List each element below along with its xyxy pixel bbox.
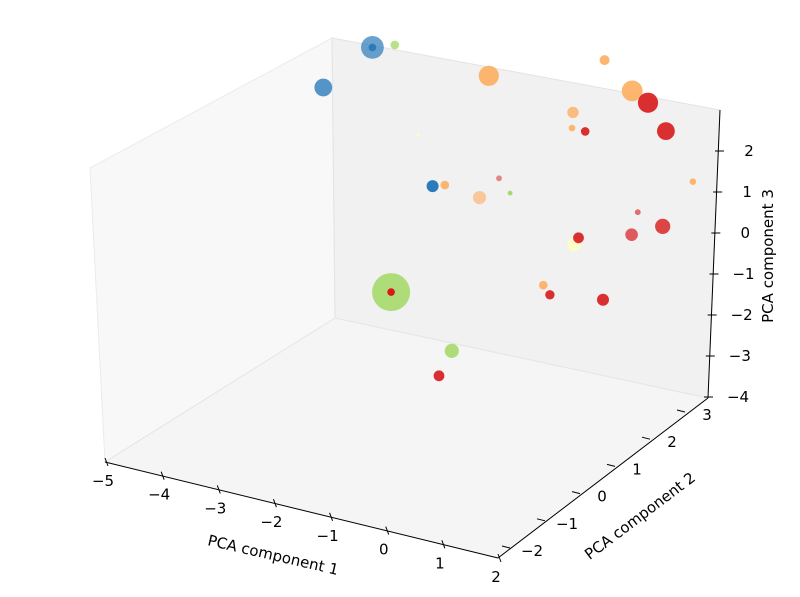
scatter-point [472,191,487,205]
scatter-point [433,370,445,382]
z-axis-label: PCA component 3 [759,189,777,323]
z-tick-label: −3 [729,347,751,365]
scatter-point [655,218,671,234]
scatter-point [444,343,459,358]
y-tick-label: 0 [597,488,607,506]
scatter-point [390,40,400,50]
x-tick-label: −3 [204,499,226,517]
scatter-point [539,280,548,290]
x-axis-ticks: −5 −4 −3 −2 −1 0 1 2 [92,457,502,586]
scatter-point [689,178,697,185]
scatter-point [314,78,333,97]
y-tick-mark [501,545,511,549]
scatter-point [580,127,590,136]
y-axis-ticks: −2 −1 0 1 2 3 [501,406,712,560]
x-tick-label: −2 [260,513,282,531]
x-tick-mark [272,498,277,508]
scatter-point [426,180,439,193]
x-tick-mark [160,471,165,480]
z-tick-label: −4 [727,388,749,406]
scatter-point [545,290,555,300]
x-tick-mark [497,553,502,563]
y-tick-label: 1 [632,460,642,478]
scatter-point [568,124,576,132]
x-tick-label: −4 [148,486,170,504]
x-tick-label: 1 [435,554,445,572]
scatter-point [567,106,579,119]
y-tick-mark [641,436,651,440]
scatter-point [478,65,499,86]
z-tick-label: 0 [741,224,751,242]
scatter-point [637,92,659,113]
scatter-point [416,132,421,137]
x-tick-mark [216,485,221,494]
z-tick-label: −1 [732,265,754,283]
scatter-point [573,232,584,244]
x-axis-line [104,461,499,559]
scatter-point [597,293,609,306]
scatter-point [387,288,395,296]
scatter-point [657,122,675,140]
z-axis-ticks: −4 −3 −2 −1 0 1 2 [704,142,755,406]
scatter-point [599,55,610,66]
scatter-point [507,190,513,196]
y-tick-label: 2 [667,433,677,451]
y-tick-label: −2 [521,542,543,560]
y-tick-mark [536,518,546,522]
x-tick-label: 2 [491,568,501,586]
z-tick-label: 1 [742,183,752,201]
y-tick-label: −1 [556,515,578,533]
x-tick-mark [385,526,390,535]
x-tick-label: −1 [317,527,339,545]
scatter-point [440,180,450,190]
scatter-point [634,209,641,216]
y-axis-line [497,397,709,559]
scatter-point [496,175,502,182]
x-tick-mark [441,540,446,549]
y-tick-mark [571,491,581,495]
x-tick-label: −5 [92,472,114,490]
z-axis-line [707,109,721,399]
y-tick-label: 3 [702,406,712,424]
scatter-point [621,80,643,102]
scatter-points [314,36,697,382]
scatter-point [368,43,377,52]
z-tick-label: 2 [744,142,754,160]
x-tick-label: 0 [379,541,389,559]
y-tick-mark [606,463,616,467]
y-axis-label: PCA component 2 [581,469,699,564]
x-tick-mark [329,512,334,522]
z-tick-label: −2 [731,306,753,324]
y-tick-mark [676,409,686,413]
scatter-point [625,228,638,241]
x-tick-mark [104,457,109,467]
